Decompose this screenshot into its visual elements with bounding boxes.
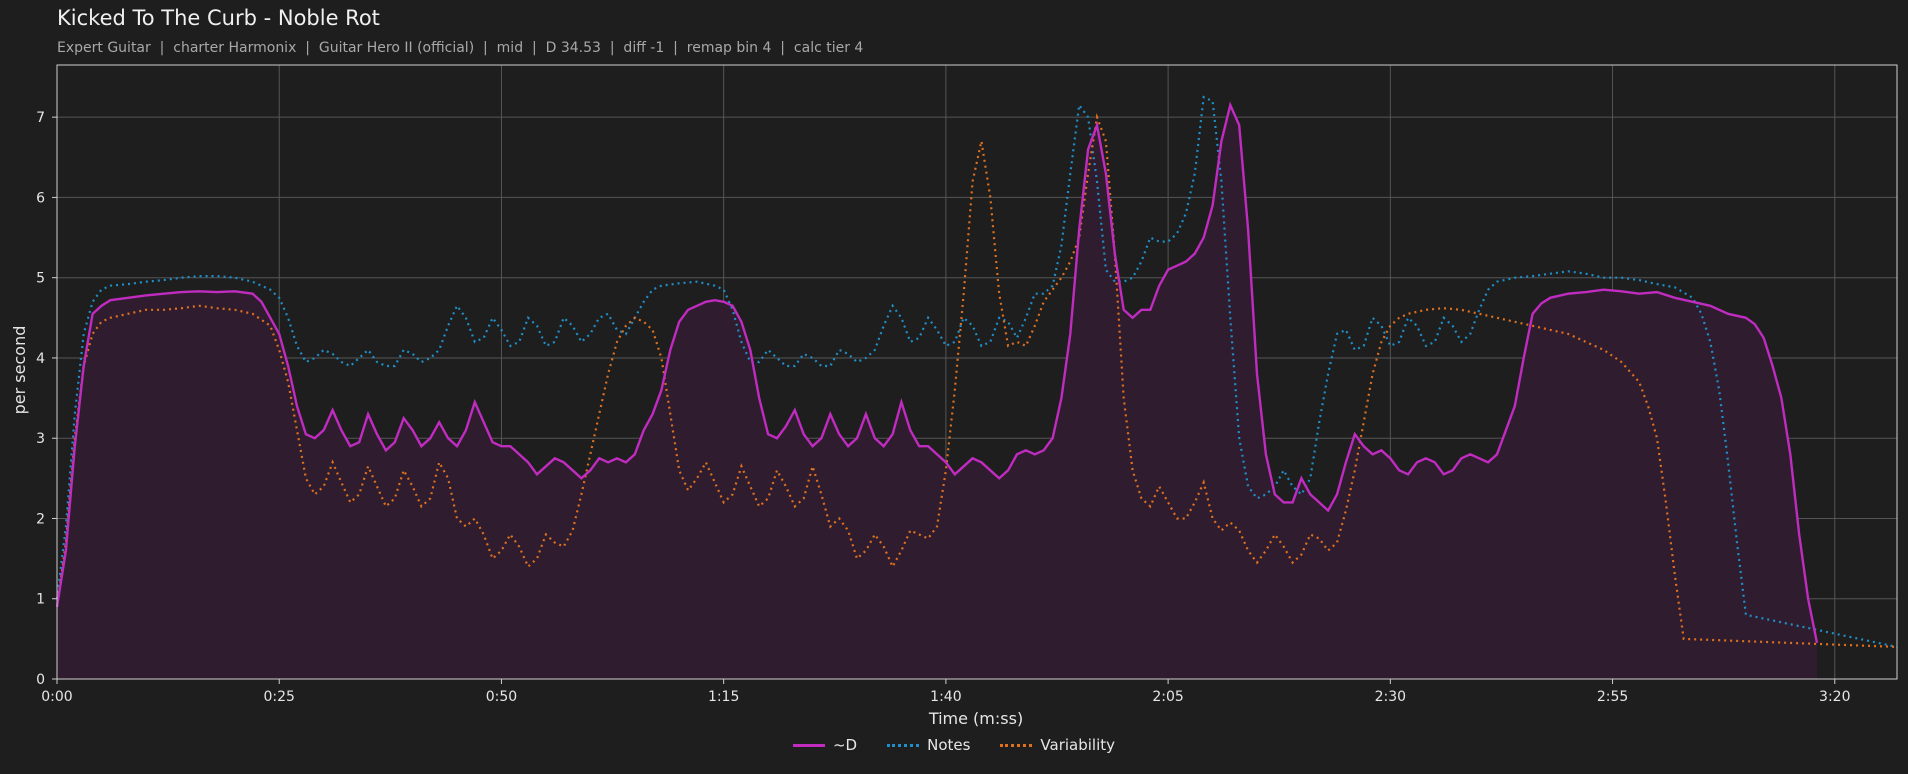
- chart-subtitle: Expert Guitar | charter Harmonix | Guita…: [57, 40, 864, 56]
- legend-label-notes: Notes: [927, 736, 971, 754]
- x-tick-label: 0:50: [486, 689, 517, 705]
- legend-swatch-variability: [1000, 743, 1033, 747]
- legend-swatch-notes: [887, 743, 920, 747]
- y-axis-label: per second: [10, 326, 29, 415]
- legend-label-d: ~D: [832, 736, 858, 754]
- x-tick-label: 2:55: [1597, 689, 1628, 705]
- legend-label-variability: Variability: [1040, 736, 1116, 754]
- d-series-line: [55, 101, 1819, 644]
- y-tick-label: 6: [36, 190, 45, 206]
- legend-swatch-d: [792, 743, 825, 747]
- y-tick-label: 7: [36, 110, 45, 126]
- x-tick-label: 0:00: [41, 689, 72, 705]
- y-axis-ticks: 0 1 2 3 4 5 6 7: [36, 110, 57, 688]
- variability-series-line: [55, 112, 1898, 648]
- x-tick-label: 2:05: [1152, 689, 1183, 705]
- y-tick-label: 4: [36, 351, 45, 367]
- x-tick-label: 0:25: [263, 689, 294, 705]
- x-tick-label: 3:20: [1819, 689, 1850, 705]
- legend: ~D Notes Variability: [0, 736, 1908, 754]
- x-tick-label: 2:30: [1375, 689, 1406, 705]
- legend-item-notes: Notes: [887, 736, 970, 754]
- plot-frame: [56, 64, 1898, 680]
- x-axis-ticks: 0:00 0:25 0:50 1:15 1:40 2:05 2:30 2:55 3:20: [41, 679, 1851, 705]
- legend-item-d: ~D: [792, 736, 858, 754]
- y-tick-label: 0: [36, 672, 45, 688]
- x-tick-label: 1:15: [708, 689, 739, 705]
- legend-item-variability: Variability: [1000, 736, 1115, 754]
- d-area-fill: [57, 105, 1817, 680]
- chart-title: Kicked To The Curb - Noble Rot: [57, 6, 380, 30]
- x-axis-label: Time (m:ss): [928, 709, 1023, 728]
- y-tick-label: 2: [36, 511, 45, 527]
- x-tick-label: 1:40: [930, 689, 961, 705]
- y-tick-label: 5: [36, 271, 45, 287]
- y-tick-label: 3: [36, 431, 45, 447]
- y-tick-label: 1: [36, 592, 45, 608]
